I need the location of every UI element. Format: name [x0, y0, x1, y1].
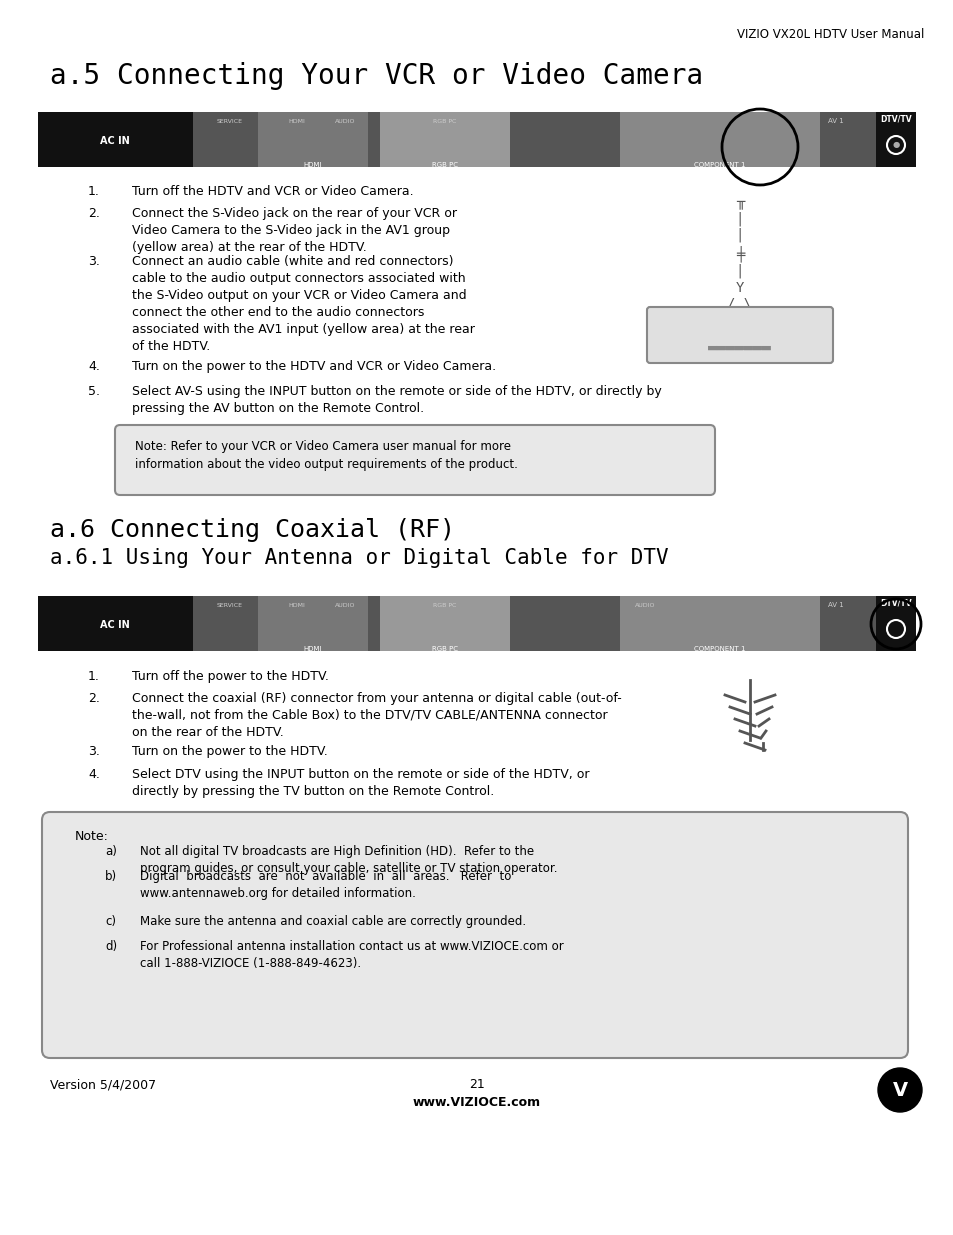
FancyBboxPatch shape — [619, 597, 820, 651]
Text: Turn off the power to the HDTV.: Turn off the power to the HDTV. — [132, 671, 329, 683]
Text: a.5 Connecting Your VCR or Video Camera: a.5 Connecting Your VCR or Video Camera — [50, 62, 702, 90]
Text: ●: ● — [891, 141, 899, 149]
Text: AUDIO: AUDIO — [335, 119, 355, 124]
Text: ╥
|
|
╪
|
Y
/ \: ╥ | | ╪ | Y / \ — [727, 195, 752, 311]
Text: Turn on the power to the HDTV.: Turn on the power to the HDTV. — [132, 745, 328, 758]
Text: VIZIO VX20L HDTV User Manual: VIZIO VX20L HDTV User Manual — [736, 28, 923, 41]
Text: Not all digital TV broadcasts are High Definition (HD).  Refer to the
program gu: Not all digital TV broadcasts are High D… — [140, 845, 557, 876]
FancyBboxPatch shape — [38, 597, 915, 651]
Text: For Professional antenna installation contact us at www.VIZIOCE.com or
call 1-88: For Professional antenna installation co… — [140, 940, 563, 969]
Text: 4.: 4. — [88, 768, 100, 781]
FancyBboxPatch shape — [379, 597, 510, 651]
Text: AUDIO: AUDIO — [634, 603, 655, 608]
Text: COMPONENT 1: COMPONENT 1 — [694, 162, 745, 168]
FancyBboxPatch shape — [875, 597, 915, 651]
FancyBboxPatch shape — [619, 112, 820, 167]
Text: Turn on the power to the HDTV and VCR or Video Camera.: Turn on the power to the HDTV and VCR or… — [132, 359, 496, 373]
Text: HDMI: HDMI — [303, 162, 322, 168]
Text: 5.: 5. — [88, 385, 100, 398]
Text: www.VIZIOCE.com: www.VIZIOCE.com — [413, 1095, 540, 1109]
Text: AC IN: AC IN — [100, 137, 130, 147]
Text: RGB PC: RGB PC — [432, 162, 457, 168]
Text: Note:: Note: — [75, 830, 109, 844]
Text: Turn off the HDTV and VCR or Video Camera.: Turn off the HDTV and VCR or Video Camer… — [132, 185, 414, 198]
Text: AUDIO: AUDIO — [335, 603, 355, 608]
Text: Make sure the antenna and coaxial cable are correctly grounded.: Make sure the antenna and coaxial cable … — [140, 915, 525, 927]
Text: Version 5/4/2007: Version 5/4/2007 — [50, 1078, 156, 1091]
FancyBboxPatch shape — [193, 597, 875, 651]
Text: Connect an audio cable (white and red connectors)
cable to the audio output conn: Connect an audio cable (white and red co… — [132, 254, 475, 353]
FancyBboxPatch shape — [257, 597, 368, 651]
FancyBboxPatch shape — [379, 112, 510, 167]
Text: Digital  broadcasts  are  not  available  in  all  areas.   Refer  to
www.antenn: Digital broadcasts are not available in … — [140, 869, 511, 900]
Text: a.6 Connecting Coaxial (RF): a.6 Connecting Coaxial (RF) — [50, 517, 455, 542]
Text: V: V — [891, 1082, 906, 1100]
Text: DTV/TV: DTV/TV — [880, 599, 911, 608]
Text: 2.: 2. — [88, 692, 100, 705]
FancyBboxPatch shape — [257, 112, 368, 167]
Text: 21: 21 — [469, 1078, 484, 1091]
Text: AV 1: AV 1 — [827, 601, 843, 608]
Text: 1.: 1. — [88, 671, 100, 683]
Text: b): b) — [105, 869, 117, 883]
Text: ▬▬▬▬▬▬▬: ▬▬▬▬▬▬▬ — [707, 340, 771, 354]
Text: HDMI: HDMI — [288, 119, 305, 124]
FancyBboxPatch shape — [875, 112, 915, 167]
Text: HDMI: HDMI — [303, 646, 322, 652]
FancyBboxPatch shape — [38, 112, 915, 167]
Text: Note: Refer to your VCR or Video Camera user manual for more
information about t: Note: Refer to your VCR or Video Camera … — [135, 440, 517, 471]
Text: 2.: 2. — [88, 207, 100, 220]
Text: Connect the S-Video jack on the rear of your VCR or
Video Camera to the S-Video : Connect the S-Video jack on the rear of … — [132, 207, 456, 254]
Text: Select AV-S using the INPUT button on the remote or side of the HDTV, or directl: Select AV-S using the INPUT button on th… — [132, 385, 661, 415]
Text: RGB PC: RGB PC — [433, 119, 456, 124]
Text: a): a) — [105, 845, 117, 858]
FancyBboxPatch shape — [38, 597, 193, 651]
Text: 1.: 1. — [88, 185, 100, 198]
Text: 4.: 4. — [88, 359, 100, 373]
Text: 3.: 3. — [88, 745, 100, 758]
Text: 3.: 3. — [88, 254, 100, 268]
Text: SERVICE: SERVICE — [216, 603, 243, 608]
Text: d): d) — [105, 940, 117, 953]
Text: SERVICE: SERVICE — [216, 119, 243, 124]
FancyBboxPatch shape — [193, 112, 875, 167]
Text: HDMI: HDMI — [288, 603, 305, 608]
Text: DTV/TV: DTV/TV — [880, 115, 911, 124]
Text: c): c) — [105, 915, 116, 927]
Text: AC IN: AC IN — [100, 620, 130, 631]
Text: RGB PC: RGB PC — [433, 603, 456, 608]
Text: a.6.1 Using Your Antenna or Digital Cable for DTV: a.6.1 Using Your Antenna or Digital Cabl… — [50, 548, 668, 568]
FancyBboxPatch shape — [42, 811, 907, 1058]
Text: COMPONENT 1: COMPONENT 1 — [694, 646, 745, 652]
Text: AV 1: AV 1 — [827, 119, 843, 124]
FancyBboxPatch shape — [646, 308, 832, 363]
FancyBboxPatch shape — [115, 425, 714, 495]
FancyBboxPatch shape — [38, 112, 193, 167]
Circle shape — [877, 1068, 921, 1112]
Text: Select DTV using the INPUT button on the remote or side of the HDTV, or
directly: Select DTV using the INPUT button on the… — [132, 768, 589, 798]
Text: Connect the coaxial (RF) connector from your antenna or digital cable (out-of-
t: Connect the coaxial (RF) connector from … — [132, 692, 621, 739]
Text: RGB PC: RGB PC — [432, 646, 457, 652]
